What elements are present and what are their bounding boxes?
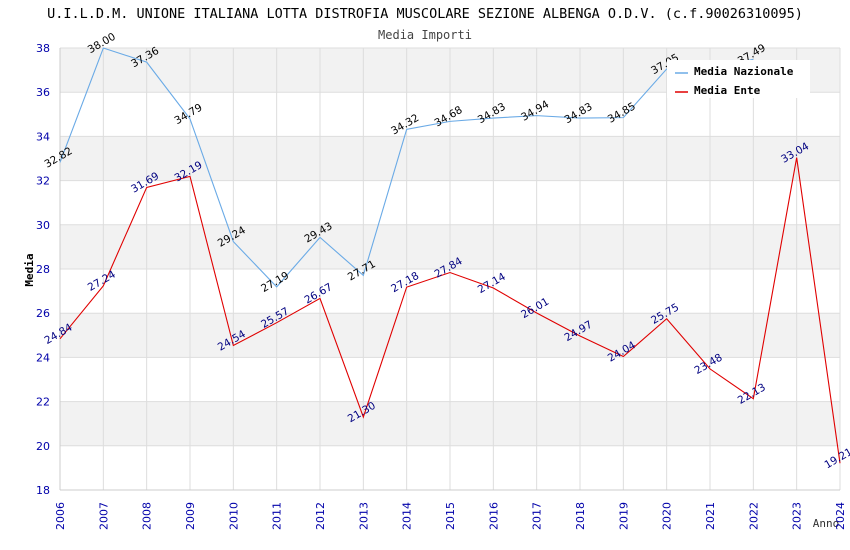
chart-title: U.I.L.D.M. UNIONE ITALIANA LOTTA DISTROF… — [47, 6, 803, 22]
data-label-nazionale: 34.85 — [606, 100, 638, 125]
series-line-nazionale — [59, 47, 754, 288]
y-tick-label: 20 — [36, 440, 50, 453]
legend-label-nazionale: Media Nazionale — [694, 65, 794, 78]
x-tick-label: 2012 — [314, 502, 327, 530]
y-tick-labels: 18 20 22 24 26 28 30 32 34 36 38 — [36, 42, 50, 497]
x-tick-label: 2024 — [834, 502, 847, 530]
legend-label-ente: Media Ente — [694, 84, 761, 97]
x-tick-label: 2009 — [184, 502, 197, 530]
x-tick-label: 2020 — [661, 502, 674, 530]
y-tick-label: 18 — [36, 484, 50, 497]
y-tick-label: 32 — [36, 175, 50, 188]
x-tick-label: 2007 — [97, 502, 110, 530]
x-tick-label: 2013 — [357, 502, 370, 530]
data-label-nazionale: 34.79 — [172, 102, 204, 127]
y-tick-label: 28 — [36, 263, 50, 276]
y-tick-label: 26 — [36, 307, 50, 320]
data-label-nazionale: 34.68 — [432, 104, 464, 129]
y-tick-label: 22 — [36, 396, 50, 409]
x-tick-label: 2006 — [54, 502, 67, 530]
y-tick-label: 24 — [36, 351, 50, 364]
y-tick-label: 36 — [36, 86, 50, 99]
x-tick-label: 2015 — [444, 502, 457, 530]
y-tick-label: 34 — [36, 130, 50, 143]
y-tick-label: 30 — [36, 219, 50, 232]
series-line-ente — [59, 157, 841, 464]
data-label-nazionale: 34.83 — [562, 101, 594, 126]
x-axis-label: Anno — [813, 517, 840, 530]
x-tick-label: 2014 — [401, 502, 414, 530]
x-tick-label: 2022 — [747, 502, 760, 530]
y-tick-label: 38 — [36, 42, 50, 55]
gridlines — [59, 47, 841, 491]
x-tick-label: 2016 — [487, 502, 500, 530]
x-tick-label: 2008 — [141, 502, 154, 530]
x-tick-label: 2018 — [574, 502, 587, 530]
x-tick-label: 2011 — [271, 502, 284, 530]
data-label-ente: 27.14 — [476, 271, 508, 297]
data-label-nazionale: 34.94 — [519, 98, 551, 124]
series-lines — [59, 47, 841, 464]
legend-box — [667, 60, 810, 98]
x-tick-label: 2010 — [227, 502, 240, 530]
x-tick-label: 2023 — [791, 502, 804, 530]
x-tick-label: 2017 — [531, 502, 544, 530]
y-axis-label: Media — [23, 253, 36, 286]
x-tick-labels: 2006 2007 2008 2009 2010 2011 2012 2013 2014 2015… — [54, 502, 847, 530]
x-tick-label: 2019 — [617, 502, 630, 530]
chart-subtitle: Media Importi — [378, 28, 472, 42]
data-label-nazionale: 34.83 — [476, 101, 508, 126]
x-tick-label: 2021 — [704, 502, 717, 530]
data-label-ente: 26.67 — [302, 281, 334, 306]
data-label-ente: 27.24 — [86, 268, 118, 294]
legend: Media Nazionale Media Ente — [667, 60, 810, 98]
data-label-ente: 19.21 — [822, 446, 850, 471]
